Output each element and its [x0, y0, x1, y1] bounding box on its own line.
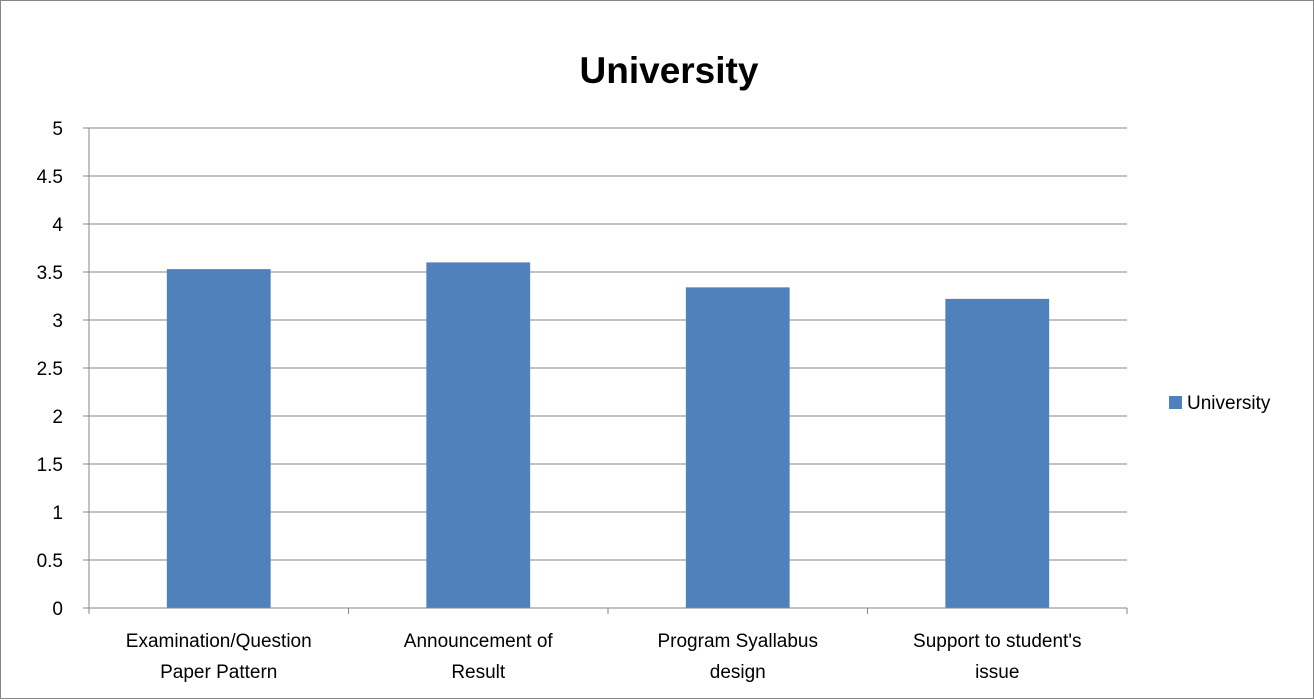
x-category-label: Result	[451, 662, 506, 683]
x-category-label: Support to student's	[913, 631, 1081, 652]
axis-labels: 0 0.5 1 1.5 2 2.5 3 3.5 4 4.5 5 Examination/Questio…	[37, 119, 1082, 683]
y-tick-label: 5	[52, 119, 63, 140]
y-tick-label: 1.5	[37, 455, 63, 476]
x-category-label: Program Syallabus	[657, 631, 818, 652]
y-tick-label: 2	[52, 407, 63, 428]
legend-label: University	[1187, 393, 1271, 414]
legend: University	[1169, 393, 1271, 414]
y-tick-label: 0.5	[37, 551, 63, 572]
legend-swatch	[1169, 396, 1182, 409]
bar	[426, 262, 531, 608]
x-category-label: Examination/Question	[126, 631, 312, 652]
x-category-label: issue	[975, 662, 1019, 683]
bar	[685, 287, 790, 608]
y-tick-label: 4.5	[37, 167, 63, 188]
bar	[166, 269, 271, 608]
y-tick-label: 0	[52, 599, 63, 620]
bar	[945, 298, 1050, 608]
y-tick-label: 1	[52, 503, 63, 524]
x-category-label: design	[710, 662, 766, 683]
axes	[83, 127, 1128, 614]
y-tick-label: 3	[52, 311, 63, 332]
x-category-label: Paper Pattern	[160, 662, 277, 683]
y-tick-label: 4	[52, 215, 63, 236]
y-tick-label: 3.5	[37, 263, 63, 284]
bars	[166, 262, 1050, 608]
x-category-label: Announcement of	[404, 631, 554, 652]
chart-title: University	[580, 50, 759, 91]
y-tick-label: 2.5	[37, 359, 63, 380]
